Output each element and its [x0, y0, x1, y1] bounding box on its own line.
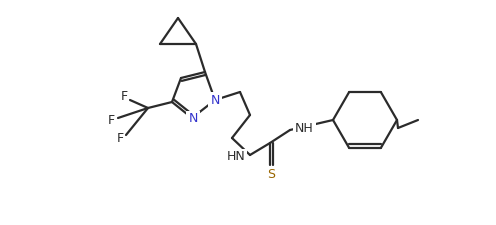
Text: N: N [210, 94, 220, 106]
Text: F: F [117, 133, 124, 146]
Text: F: F [108, 113, 115, 126]
Text: F: F [121, 90, 127, 104]
Text: NH: NH [295, 122, 314, 135]
Text: S: S [267, 167, 275, 180]
Text: HN: HN [226, 151, 245, 164]
Text: N: N [188, 112, 198, 126]
